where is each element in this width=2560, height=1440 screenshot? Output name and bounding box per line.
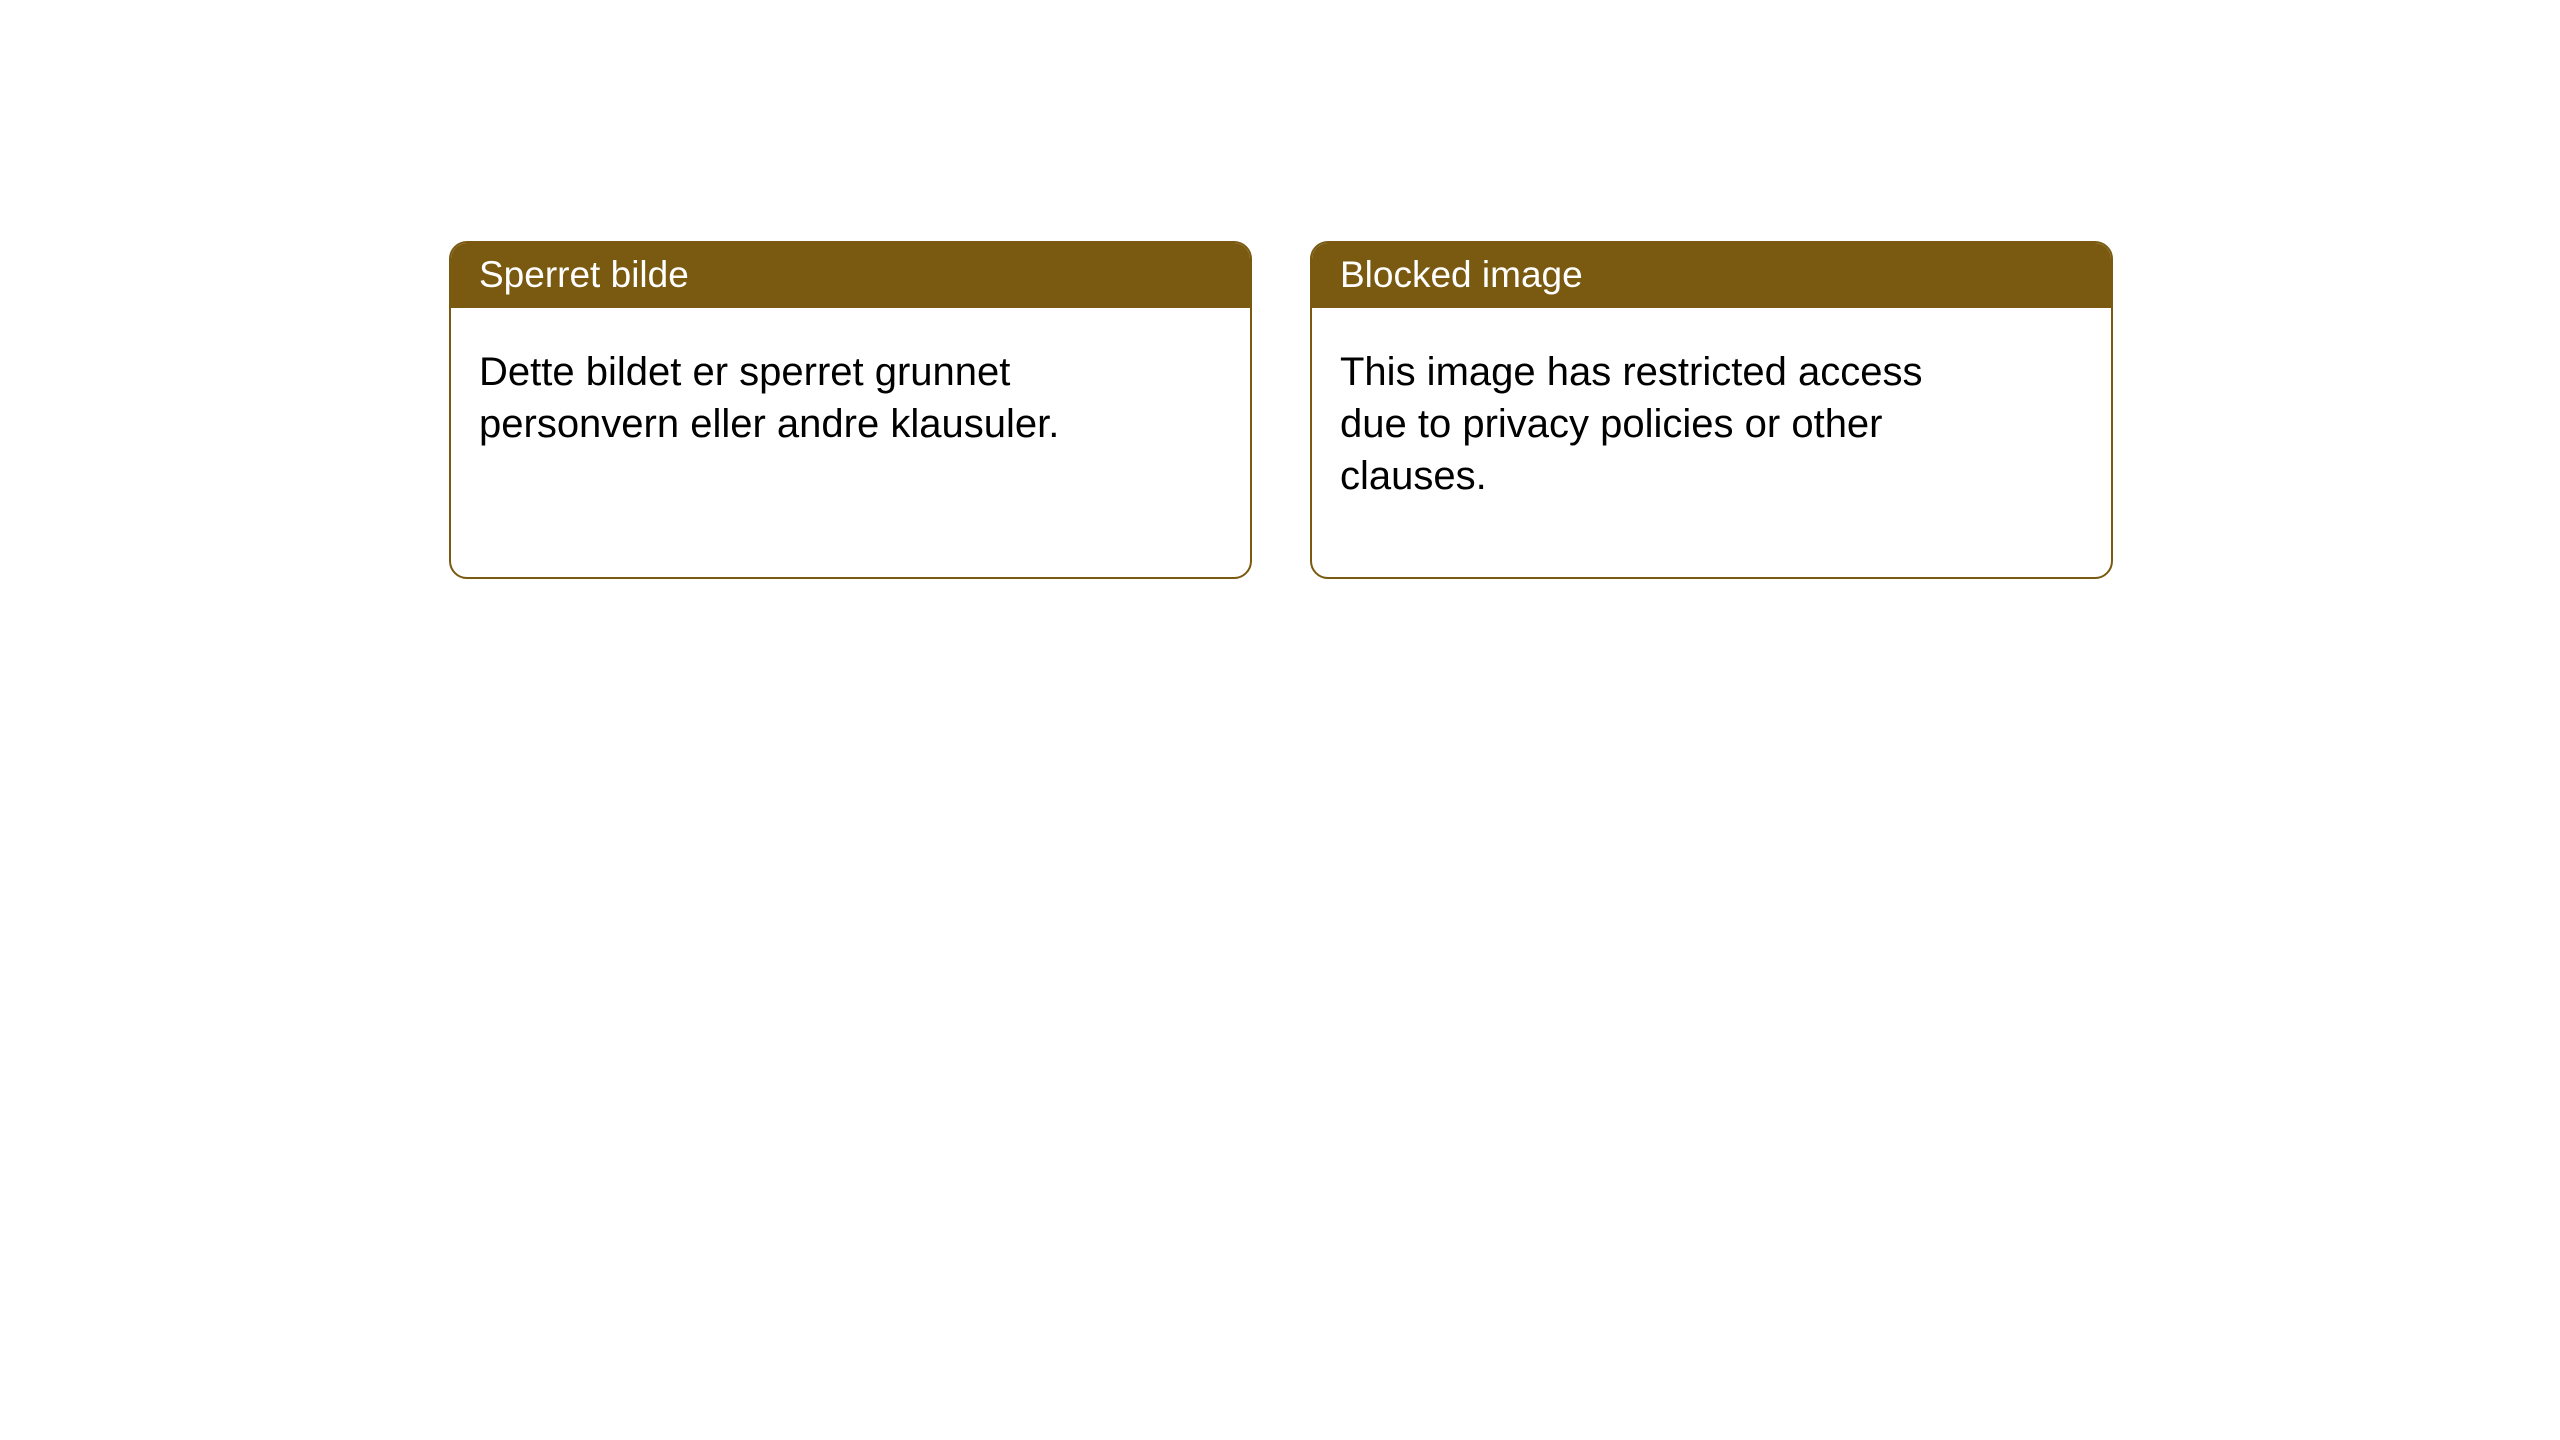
restricted-notices-container: Sperret bilde Dette bildet er sperret gr…: [449, 241, 2113, 579]
notice-body-norwegian: Dette bildet er sperret grunnet personve…: [451, 308, 1151, 478]
notice-card-english: Blocked image This image has restricted …: [1310, 241, 2113, 579]
notice-title-english: Blocked image: [1312, 243, 2111, 308]
notice-body-english: This image has restricted access due to …: [1312, 308, 2012, 530]
notice-title-norwegian: Sperret bilde: [451, 243, 1250, 308]
notice-card-norwegian: Sperret bilde Dette bildet er sperret gr…: [449, 241, 1252, 579]
